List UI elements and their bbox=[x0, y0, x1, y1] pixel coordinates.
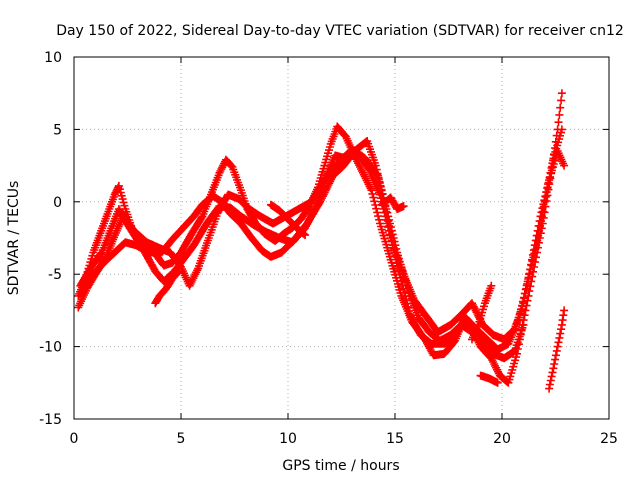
x-tick-label: 5 bbox=[177, 431, 186, 447]
x-tick-label: 15 bbox=[386, 431, 404, 447]
y-tick-label: -10 bbox=[39, 340, 62, 356]
series-markers bbox=[545, 306, 569, 393]
chart-title: Day 150 of 2022, Sidereal Day-to-day VTE… bbox=[56, 23, 624, 39]
series-track-4 bbox=[74, 145, 528, 363]
series-markers bbox=[76, 125, 566, 354]
series-fragment-d bbox=[476, 371, 502, 387]
x-tick-label: 20 bbox=[493, 431, 511, 447]
x-tick-label: 10 bbox=[279, 431, 297, 447]
series-fragment-e bbox=[468, 281, 496, 344]
y-axis-label: SDTVAR / TECUs bbox=[6, 181, 22, 296]
series-markers bbox=[74, 145, 528, 363]
y-tick-label: -15 bbox=[39, 412, 62, 428]
series-markers bbox=[151, 267, 183, 308]
x-tick-label: 0 bbox=[70, 431, 79, 447]
series-markers bbox=[378, 193, 408, 213]
series-fragment-c bbox=[378, 193, 408, 213]
y-tick-label: -5 bbox=[48, 267, 62, 283]
series-fragment-f bbox=[545, 306, 569, 393]
plot-frame bbox=[73, 56, 610, 420]
grid bbox=[74, 57, 609, 419]
y-tick-label: 0 bbox=[53, 195, 62, 211]
series-fragment-b bbox=[266, 200, 310, 240]
x-tick-label: 25 bbox=[600, 431, 618, 447]
y-tick-label: 10 bbox=[44, 50, 62, 66]
series-markers bbox=[266, 200, 310, 240]
series-markers bbox=[476, 371, 502, 387]
y-tick-label: 5 bbox=[53, 122, 62, 138]
series-markers bbox=[468, 281, 496, 344]
series-fragment-a bbox=[151, 267, 183, 308]
data-series bbox=[74, 89, 569, 393]
x-axis-label: GPS time / hours bbox=[282, 458, 399, 474]
series-track-2 bbox=[76, 125, 566, 354]
axis-ticks: 0 5 10 15 20 25 -15 -10 -5 0 5 10 bbox=[39, 50, 618, 447]
